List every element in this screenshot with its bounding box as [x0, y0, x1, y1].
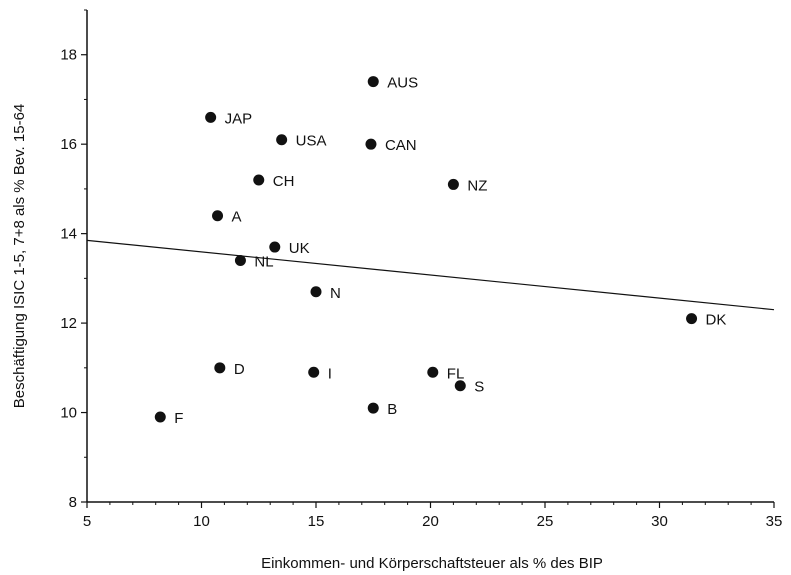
data-label: A	[232, 209, 242, 226]
x-tick-label: 30	[651, 513, 668, 530]
x-tick-label: 15	[308, 513, 325, 530]
data-label: JAP	[225, 110, 253, 127]
data-label: NZ	[467, 177, 487, 194]
x-tick-label: 10	[193, 513, 210, 530]
y-tick-label: 8	[69, 494, 77, 511]
data-point	[686, 313, 698, 325]
data-label: CH	[273, 173, 295, 190]
data-point	[308, 366, 320, 378]
x-tick-label: 35	[766, 513, 783, 530]
data-label: DK	[706, 312, 727, 329]
data-label: NL	[254, 253, 273, 270]
y-tick-label: 18	[60, 47, 77, 64]
data-points: AUS JAP USA CAN CH NZ A UK NL N DK D I FL S B F	[154, 75, 727, 427]
trendline	[86, 239, 775, 311]
data-point	[447, 178, 459, 190]
tick-marks: 5 10 15 20 25 30 35 8 10 12 14 16 18	[60, 9, 783, 530]
data-point	[367, 76, 379, 88]
data-label: UK	[289, 240, 310, 257]
data-point	[454, 380, 466, 392]
data-label: I	[328, 365, 332, 382]
y-tick-label: 16	[60, 136, 77, 153]
y-tick-label: 10	[60, 405, 77, 422]
data-point	[269, 241, 281, 253]
trendline-group	[86, 239, 775, 311]
y-tick-label: 12	[60, 315, 77, 332]
data-label: FL	[447, 365, 465, 382]
data-label: AUS	[387, 75, 418, 92]
x-axis-title: Einkommen- und Körperschaftsteuer als % …	[261, 555, 603, 572]
data-point	[212, 210, 224, 222]
data-label: S	[474, 379, 484, 396]
data-point	[276, 134, 288, 146]
data-point	[310, 286, 322, 298]
x-tick-label: 5	[83, 513, 91, 530]
data-point	[154, 411, 166, 423]
y-axis-title: Beschäftigung ISIC 1-5, 7+8 als % Bev. 1…	[11, 104, 28, 408]
x-tick-label: 25	[537, 513, 554, 530]
data-label: F	[174, 410, 183, 427]
axes	[86, 10, 774, 503]
x-tick-label: 20	[422, 513, 439, 530]
data-point	[365, 138, 377, 150]
data-label: B	[387, 401, 397, 418]
data-label: USA	[296, 133, 327, 150]
data-label: CAN	[385, 137, 417, 154]
data-point	[427, 366, 439, 378]
y-tick-label: 14	[60, 226, 77, 243]
data-label: D	[234, 361, 245, 378]
data-point	[367, 402, 379, 414]
data-point	[214, 362, 226, 374]
data-point	[205, 111, 217, 123]
data-point	[234, 254, 246, 266]
data-point	[253, 174, 265, 186]
data-label: N	[330, 285, 341, 302]
